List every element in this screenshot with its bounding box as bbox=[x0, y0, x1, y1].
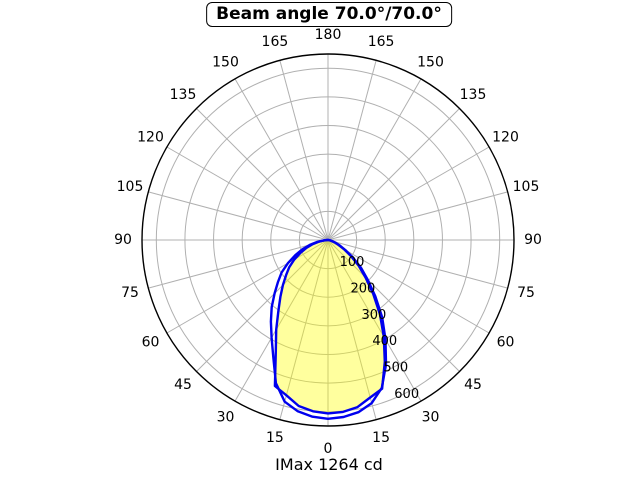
radial-label: 500 bbox=[383, 361, 408, 376]
grid-spoke bbox=[279, 60, 329, 241]
grid-spoke bbox=[327, 239, 422, 402]
grid-spoke bbox=[279, 239, 329, 420]
grid-spoke bbox=[327, 146, 490, 241]
angle-label: 30 bbox=[217, 410, 235, 426]
grid-ring bbox=[298, 210, 358, 270]
angle-tick-labels: 0 15 15 30 30 45 45 60 60 75 75 90 90 105 105 120 120 135… bbox=[114, 27, 542, 457]
angle-label: 120 bbox=[492, 130, 519, 146]
grid-spoke bbox=[327, 239, 508, 289]
angle-label: 45 bbox=[464, 377, 482, 393]
chart-title: Beam angle 70.0°/70.0° bbox=[206, 2, 452, 27]
angle-label: 135 bbox=[170, 87, 197, 103]
grid-spoke bbox=[234, 239, 329, 402]
grid-spoke bbox=[148, 191, 329, 241]
radial-label: 600 bbox=[394, 387, 419, 402]
curve-inner bbox=[273, 238, 386, 415]
angle-label: 15 bbox=[372, 430, 390, 446]
angle-label: 15 bbox=[266, 430, 284, 446]
angle-label: 180 bbox=[315, 27, 342, 43]
grid-spoke bbox=[327, 60, 377, 241]
imax-label: IMax 1264 cd bbox=[275, 455, 383, 474]
angle-label: 150 bbox=[417, 55, 444, 71]
beam-fill bbox=[274, 240, 385, 414]
angle-label: 90 bbox=[524, 232, 542, 248]
angle-label: 45 bbox=[174, 377, 192, 393]
angle-label: 30 bbox=[422, 410, 440, 426]
grid-ring bbox=[184, 96, 472, 384]
angle-label: 105 bbox=[513, 179, 540, 195]
grid-ring bbox=[270, 182, 386, 298]
radial-tick-labels: 100 200 300 400 500 600 bbox=[340, 255, 420, 402]
grid-spoke bbox=[166, 146, 329, 241]
angle-label: 90 bbox=[114, 232, 132, 248]
grid-spoke bbox=[234, 78, 329, 241]
angle-label: 60 bbox=[497, 335, 515, 351]
grid-spoke bbox=[166, 239, 329, 334]
grid-spoke bbox=[196, 239, 329, 372]
angle-label: 0 bbox=[324, 441, 333, 457]
grid-ring bbox=[155, 67, 501, 413]
intensity-curves bbox=[269, 238, 388, 420]
radial-label: 400 bbox=[372, 334, 397, 349]
radial-label: 100 bbox=[340, 255, 365, 270]
grid-ring bbox=[241, 153, 415, 327]
angle-label: 120 bbox=[137, 130, 164, 146]
grid-spoke bbox=[148, 239, 329, 289]
angle-label: 75 bbox=[517, 285, 535, 301]
angle-label: 165 bbox=[368, 34, 395, 50]
angle-label: 75 bbox=[121, 285, 139, 301]
grid-spoke bbox=[327, 78, 422, 241]
angle-label: 135 bbox=[460, 87, 487, 103]
angle-label: 150 bbox=[212, 55, 239, 71]
grid-spoke bbox=[327, 191, 508, 241]
grid-spoke bbox=[196, 108, 329, 241]
angle-label: 60 bbox=[142, 335, 160, 351]
grid-ring bbox=[213, 125, 443, 355]
grid-spoke bbox=[327, 239, 377, 420]
radial-label: 300 bbox=[361, 308, 386, 323]
polar-grid bbox=[142, 54, 514, 426]
outer-circle bbox=[141, 53, 515, 427]
radial-label: 200 bbox=[350, 281, 375, 296]
grid-spoke bbox=[327, 108, 460, 241]
grid-spoke bbox=[327, 239, 490, 334]
grid-spoke bbox=[327, 239, 460, 372]
angle-label: 105 bbox=[117, 179, 144, 195]
angle-label: 165 bbox=[262, 34, 289, 50]
